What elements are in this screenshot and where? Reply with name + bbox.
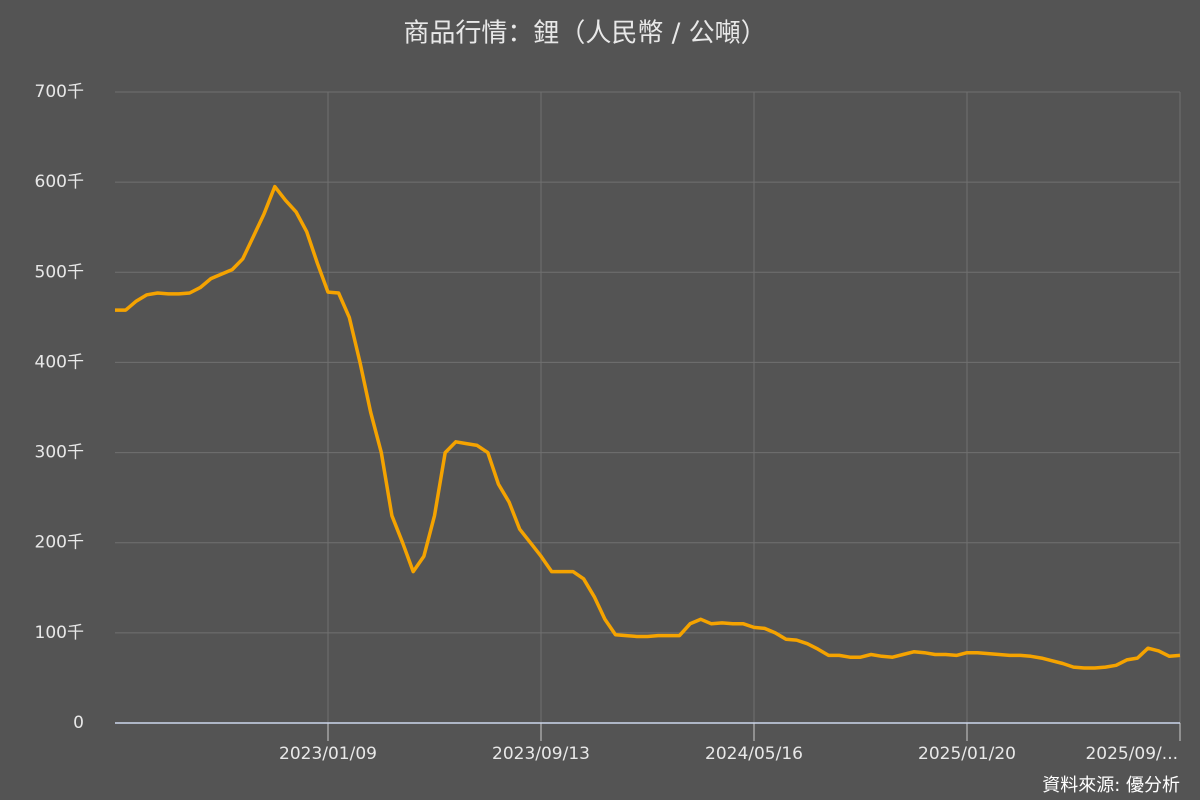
line-series (115, 184, 1181, 670)
source: 資料來源: 優分析 (1042, 775, 1180, 796)
y-tick-label: 600千 (35, 172, 84, 192)
y-tick-label: 700千 (35, 82, 84, 102)
x-tick-label: 2023/01/09 (279, 744, 377, 764)
y-tick-label: 200千 (35, 533, 84, 553)
x-tick-label: 2025/09/... (1085, 744, 1178, 764)
x-tick-label: 2023/09/13 (492, 744, 590, 764)
chart-title: 商品行情：鋰（人民幣 / 公噸） (403, 19, 766, 49)
y-tick-label: 400千 (35, 352, 84, 372)
x-tick-label: 2025/01/20 (918, 744, 1016, 764)
y-tick-label: 100千 (35, 623, 84, 643)
y-tick-label: 500千 (35, 262, 84, 282)
y-tick-label: 300千 (35, 443, 84, 463)
y-tick-label: 0 (73, 713, 84, 733)
x-tick-label: 2024/05/16 (705, 744, 803, 764)
